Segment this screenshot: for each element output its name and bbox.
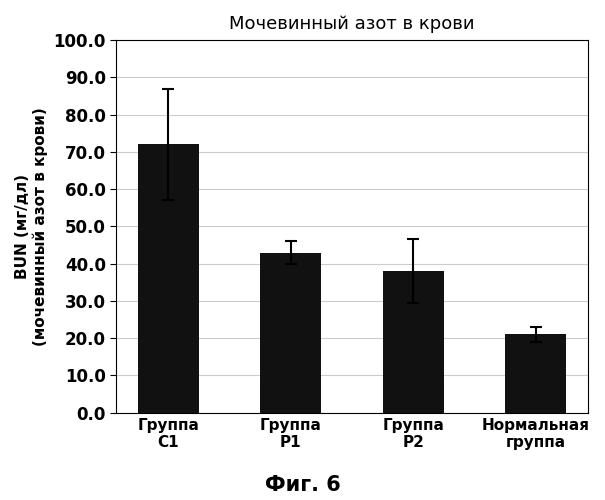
- Y-axis label: BUN (мг/дл)
(мочевинный азот в крови): BUN (мг/дл) (мочевинный азот в крови): [15, 107, 48, 346]
- Bar: [505, 334, 566, 412]
- Bar: [383, 271, 444, 412]
- Bar: [260, 252, 321, 412]
- Text: Фиг. 6: Фиг. 6: [264, 475, 341, 495]
- Title: Мочевинный азот в крови: Мочевинный азот в крови: [229, 15, 475, 33]
- Bar: [138, 144, 199, 412]
